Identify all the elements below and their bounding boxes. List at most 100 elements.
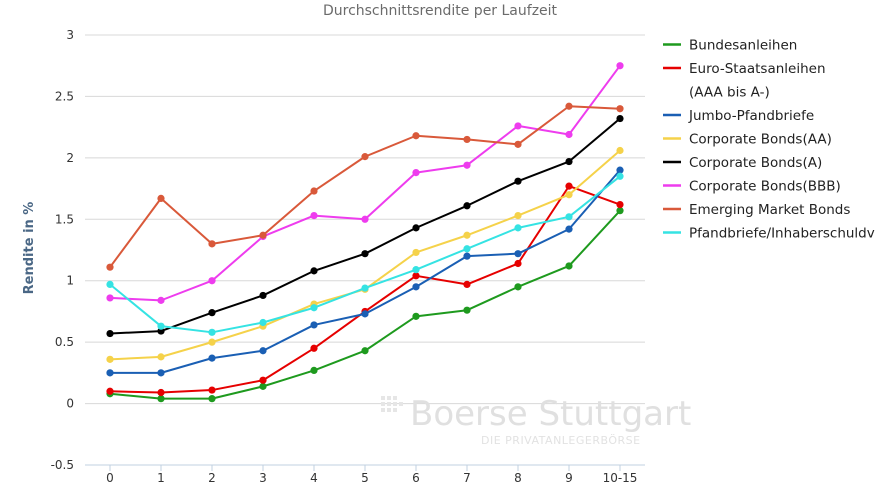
data-point[interactable]	[157, 322, 165, 330]
legend-item[interactable]: Pfandbriefe/Inhaberschuldv	[663, 226, 875, 242]
data-point[interactable]	[208, 309, 216, 317]
data-point[interactable]	[565, 157, 573, 166]
data-point[interactable]	[259, 347, 267, 355]
data-point[interactable]	[208, 395, 216, 403]
data-point[interactable]	[361, 153, 369, 161]
data-point[interactable]	[259, 376, 267, 384]
data-point[interactable]	[208, 338, 216, 346]
legend-item[interactable]: Bundesanleihen	[663, 38, 797, 54]
data-point[interactable]	[616, 166, 624, 174]
data-point[interactable]	[565, 182, 573, 190]
data-point[interactable]	[616, 62, 624, 70]
data-point[interactable]	[463, 306, 471, 314]
data-point[interactable]	[310, 366, 318, 374]
data-point[interactable]	[463, 245, 471, 253]
data-point[interactable]	[616, 146, 624, 155]
x-tick-label: 7	[463, 471, 471, 484]
data-point[interactable]	[208, 240, 216, 248]
data-point[interactable]	[463, 231, 471, 239]
data-point[interactable]	[106, 355, 114, 363]
data-point[interactable]	[157, 369, 165, 377]
data-point[interactable]	[616, 105, 624, 113]
data-point[interactable]	[259, 231, 267, 239]
data-point[interactable]	[463, 280, 471, 288]
data-point[interactable]	[565, 102, 573, 110]
data-point[interactable]	[514, 122, 522, 130]
data-point[interactable]	[463, 252, 471, 260]
data-point[interactable]	[106, 329, 114, 338]
data-point[interactable]	[565, 191, 573, 199]
data-point[interactable]	[616, 200, 624, 209]
data-point[interactable]	[514, 259, 522, 268]
data-point[interactable]	[463, 202, 471, 210]
data-point[interactable]	[310, 321, 318, 329]
data-point[interactable]	[259, 291, 267, 300]
data-point[interactable]	[514, 250, 522, 258]
data-point[interactable]	[565, 225, 573, 233]
data-point[interactable]	[361, 284, 369, 292]
x-axis-ticks: 0 1 2 3 4 5 6 7 8 9 10-15	[85, 464, 645, 484]
data-point[interactable]	[514, 177, 522, 185]
legend-item[interactable]: Corporate Bonds(A)	[663, 155, 822, 171]
legend-item[interactable]: Corporate Bonds(AA)	[663, 132, 832, 148]
data-point[interactable]	[208, 328, 216, 336]
data-point[interactable]	[157, 194, 165, 202]
data-point[interactable]	[361, 310, 369, 318]
data-point[interactable]	[208, 386, 216, 394]
data-point[interactable]	[208, 277, 216, 285]
data-point[interactable]	[463, 161, 471, 169]
data-point[interactable]	[616, 114, 624, 123]
data-point[interactable]	[361, 215, 369, 223]
data-point[interactable]	[106, 294, 114, 302]
data-point[interactable]	[412, 312, 420, 320]
data-point[interactable]	[616, 207, 624, 215]
legend-item[interactable]: Emerging Market Bonds	[663, 202, 850, 218]
data-point[interactable]	[412, 169, 420, 177]
data-point[interactable]	[514, 140, 522, 148]
data-point[interactable]	[310, 187, 318, 195]
data-point[interactable]	[310, 304, 318, 312]
data-point[interactable]	[412, 272, 420, 280]
series-0	[106, 207, 624, 403]
data-point[interactable]	[310, 267, 318, 275]
data-point[interactable]	[157, 296, 165, 304]
legend-label: Bundesanleihen	[689, 38, 797, 54]
data-point[interactable]	[157, 395, 165, 403]
data-point[interactable]	[412, 266, 420, 274]
series-line	[109, 65, 621, 302]
data-point[interactable]	[106, 369, 114, 377]
data-point[interactable]	[310, 344, 318, 352]
data-point[interactable]	[106, 263, 114, 271]
data-point[interactable]	[412, 224, 420, 232]
y-tick-label: 1.5	[55, 212, 74, 226]
y-tick-label: 1	[66, 274, 74, 288]
data-point[interactable]	[514, 212, 522, 220]
data-point[interactable]	[565, 262, 573, 270]
data-point[interactable]	[565, 130, 573, 139]
data-point[interactable]	[412, 283, 420, 291]
data-point[interactable]	[106, 280, 114, 288]
data-point[interactable]	[514, 283, 522, 291]
series-line	[109, 210, 621, 400]
data-point[interactable]	[157, 353, 165, 361]
data-point[interactable]	[361, 347, 369, 355]
x-tick-label: 3	[259, 471, 267, 484]
data-point[interactable]	[106, 387, 114, 395]
series-4	[106, 114, 624, 338]
data-point[interactable]	[361, 250, 369, 258]
data-point[interactable]	[514, 224, 522, 232]
legend-item[interactable]: Corporate Bonds(BBB)	[663, 179, 841, 195]
data-point[interactable]	[259, 382, 267, 390]
data-point[interactable]	[463, 135, 471, 144]
data-point[interactable]	[412, 132, 420, 140]
data-point[interactable]	[208, 354, 216, 362]
legend-item[interactable]: Euro-Staatsanleihen (AAA bis A-)	[663, 61, 826, 101]
data-point[interactable]	[259, 318, 267, 327]
data-point[interactable]	[157, 388, 165, 397]
legend-item[interactable]: Jumbo-Pfandbriefe	[663, 108, 814, 124]
data-point[interactable]	[310, 212, 318, 220]
data-point[interactable]	[412, 248, 420, 257]
data-point[interactable]	[565, 213, 573, 221]
data-point[interactable]	[616, 172, 624, 180]
legend-label: Corporate Bonds(AA)	[689, 132, 832, 148]
